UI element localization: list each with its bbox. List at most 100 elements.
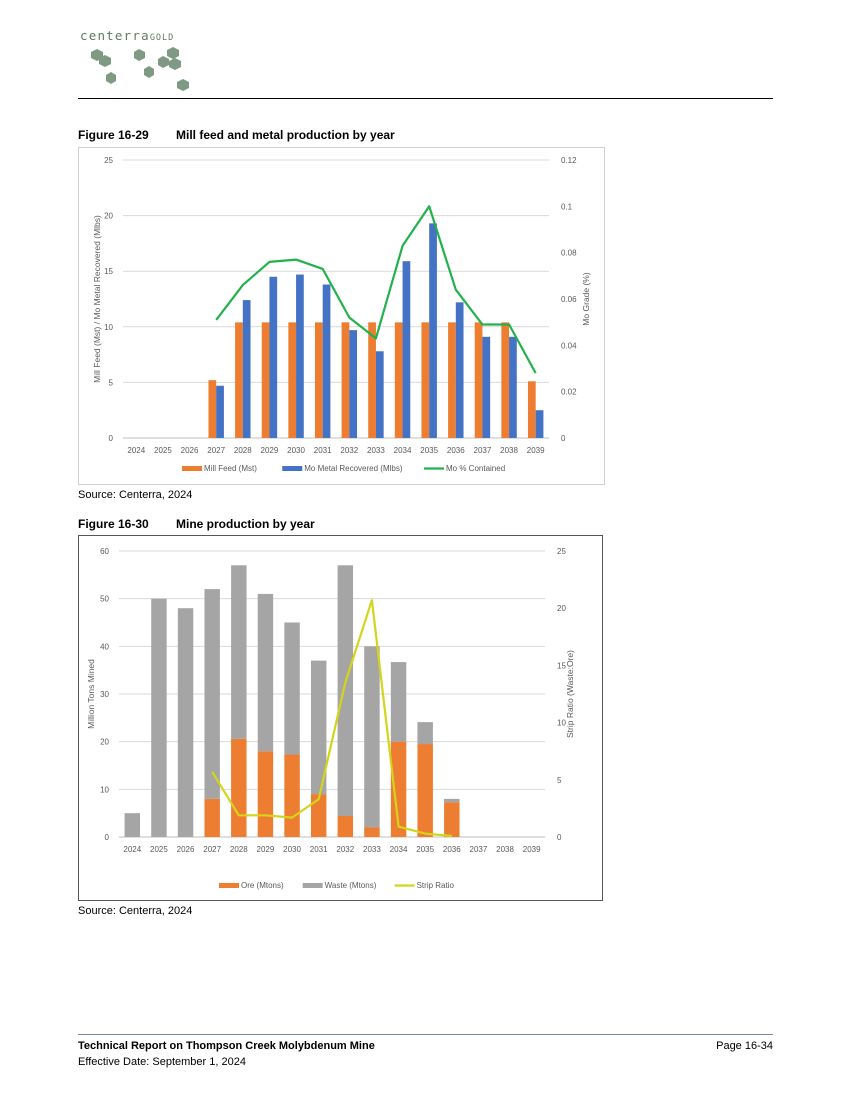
logo-hexagon xyxy=(134,49,145,61)
chart-2-container: 0 10 20 30 40 50 60 0 5 10 15 20 25 2024 2025 2026 2027 2… xyxy=(78,535,603,901)
x-axis-tick-label: 2036 xyxy=(447,446,465,455)
bar-mill xyxy=(448,322,456,438)
y2-axis-tick-label: 0.06 xyxy=(561,295,577,304)
series-line-mo xyxy=(215,205,537,374)
bar-mo xyxy=(455,302,464,438)
logo-hexagons xyxy=(91,47,189,91)
bar-mill xyxy=(261,322,270,438)
x-axis-tick-label: 2030 xyxy=(287,446,305,455)
x-axis-tick-label: 2034 xyxy=(394,446,412,455)
bar-waste xyxy=(231,565,247,739)
figure-2-number: Figure 16-30 xyxy=(78,517,149,531)
y2-axis-tick-label: 0 xyxy=(557,833,562,842)
y-axis-tick-label: 10 xyxy=(104,323,113,332)
x-axis-tick-label: 2025 xyxy=(154,446,172,455)
bar-waste xyxy=(204,589,220,799)
y2-axis-tick-label: 0.1 xyxy=(561,202,573,211)
x-axis-tick-label: 2031 xyxy=(310,845,328,854)
figure-2-title: Mine production by year xyxy=(176,517,315,531)
bar-waste xyxy=(177,608,194,837)
logo-hexagon xyxy=(169,58,181,70)
bar-ore xyxy=(444,802,460,837)
bar-waste xyxy=(364,646,380,828)
bar-mill xyxy=(368,322,376,438)
legend-swatch xyxy=(182,466,202,471)
y-axis-title: Million Tons Mined xyxy=(86,659,96,729)
bar-mill xyxy=(394,322,403,438)
logo-wordmark: centerraGOLD xyxy=(80,28,175,43)
bar-mo xyxy=(402,261,411,438)
x-axis-tick-label: 2029 xyxy=(261,446,279,455)
x-axis-tick-label: 2039 xyxy=(527,446,545,455)
legend-swatch xyxy=(219,883,239,888)
x-axis-tick-label: 2024 xyxy=(123,845,141,854)
bar-waste xyxy=(284,622,300,755)
bar-mo xyxy=(349,330,358,438)
series-line-strip xyxy=(211,599,452,837)
x-axis-tick-label: 2035 xyxy=(420,446,438,455)
bar-waste xyxy=(257,593,274,752)
x-axis-tick-label: 2039 xyxy=(523,845,541,854)
bar-waste xyxy=(417,722,433,745)
footer-divider xyxy=(78,1034,773,1035)
chart-1-container: 0 5 10 15 20 25 0 0.02 0.04 0.06 0.08 0.1 0.12 2024 20… xyxy=(78,147,605,485)
header-divider xyxy=(78,98,773,99)
bar-mo xyxy=(322,284,331,438)
x-axis-tick-label: 2033 xyxy=(367,446,385,455)
bar-ore xyxy=(337,816,354,837)
bar-mo xyxy=(375,351,384,438)
x-axis-tick-label: 2026 xyxy=(177,845,195,854)
y-axis-tick-label: 15 xyxy=(104,267,113,276)
y2-axis-tick-label: 0.04 xyxy=(561,341,577,350)
bar-waste xyxy=(390,662,407,742)
footer-page-number: Page 16-34 xyxy=(716,1040,773,1052)
bar-ore xyxy=(231,738,247,837)
x-axis-tick-label: 2029 xyxy=(257,845,275,854)
y-axis-tick-label: 40 xyxy=(100,642,109,651)
bar-mo xyxy=(296,274,304,438)
y-axis-tick-label: 10 xyxy=(100,785,109,794)
bar-ore xyxy=(390,741,407,837)
bar-mo xyxy=(216,385,224,438)
bar-waste xyxy=(310,660,327,795)
bar-ore xyxy=(204,798,220,837)
bar-waste xyxy=(444,798,460,803)
logo-hexagon xyxy=(177,79,189,91)
legend-label: Mo Metal Recovered (Mlbs) xyxy=(304,464,403,473)
x-axis-tick-label: 2036 xyxy=(443,845,461,854)
x-axis-tick-label: 2024 xyxy=(127,446,145,455)
y2-axis-tick-label: 0.12 xyxy=(561,156,577,165)
legend-label: Mo % Contained xyxy=(446,464,505,473)
y-axis-tick-label: 60 xyxy=(100,547,109,556)
x-axis-tick-label: 2027 xyxy=(203,845,221,854)
bar-mill xyxy=(288,322,297,438)
bar-ore xyxy=(257,751,274,837)
y2-axis-tick-label: 0.08 xyxy=(561,249,577,258)
y2-axis-tick-label: 15 xyxy=(557,661,566,670)
y2-axis-title: Mo Grade (%) xyxy=(581,272,591,326)
bar-mill xyxy=(314,322,323,438)
legend-label: Ore (Mtons) xyxy=(241,881,284,890)
bar-mo xyxy=(482,336,491,438)
bar-ore xyxy=(310,794,327,837)
logo-hexagon xyxy=(144,66,154,78)
bar-mill xyxy=(341,322,350,438)
bar-mill xyxy=(501,322,510,438)
legend-label: Waste (Mtons) xyxy=(325,881,377,890)
legend-swatch xyxy=(302,883,323,888)
x-axis-tick-label: 2035 xyxy=(416,845,434,854)
legend-label: Strip Ratio xyxy=(417,881,455,890)
bar-ore xyxy=(364,827,380,837)
bar-mill xyxy=(527,381,536,438)
y-axis-tick-label: 0 xyxy=(109,434,114,443)
figure-2-source: Source: Centerra, 2024 xyxy=(78,905,193,917)
x-axis-tick-label: 2037 xyxy=(470,845,488,854)
figure-1-number: Figure 16-29 xyxy=(78,128,149,142)
y-axis-tick-label: 25 xyxy=(104,156,113,165)
y2-axis-tick-label: 10 xyxy=(557,719,566,728)
bar-waste xyxy=(337,565,354,817)
x-axis-tick-label: 2037 xyxy=(474,446,492,455)
company-logo: centerraGOLD xyxy=(78,28,208,94)
